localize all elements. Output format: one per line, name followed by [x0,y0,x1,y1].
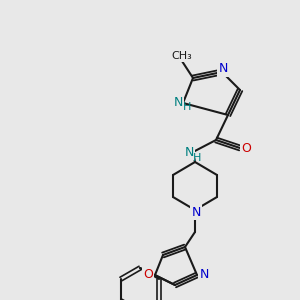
Text: N: N [199,268,209,281]
Text: O: O [143,268,153,281]
Text: H: H [183,102,191,112]
Text: CH₃: CH₃ [172,51,192,61]
Text: N: N [184,146,194,158]
Text: N: N [173,97,183,110]
Text: N: N [191,206,201,218]
Text: H: H [193,153,201,163]
Text: N: N [218,62,228,76]
Text: O: O [241,142,251,154]
